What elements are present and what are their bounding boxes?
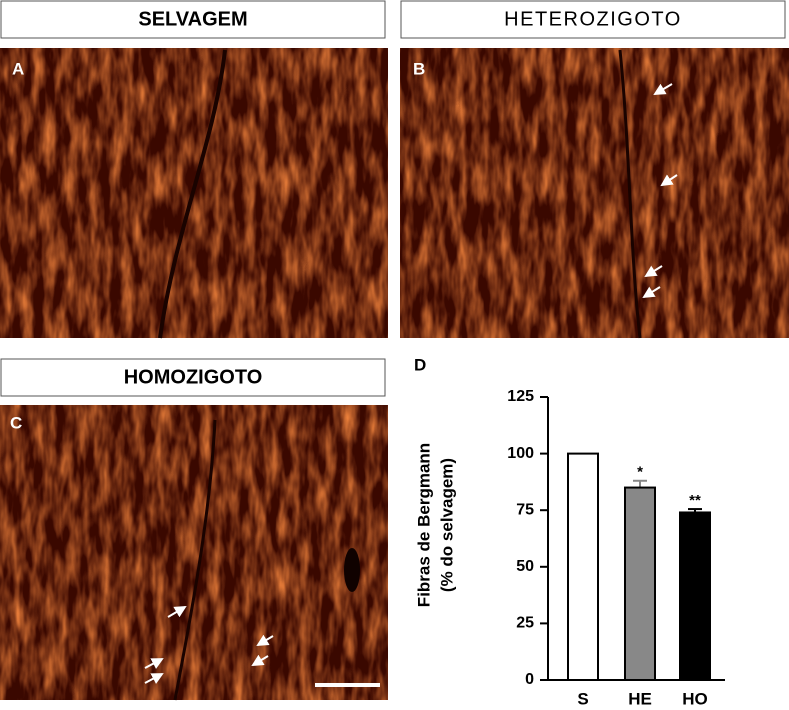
arrows	[144, 83, 678, 684]
bar	[567, 452, 599, 681]
bar	[624, 486, 656, 681]
significance: *	[637, 464, 643, 481]
micrograph	[0, 48, 388, 339]
x-tick-label: HE	[628, 689, 652, 708]
y-tick-label: 125	[507, 388, 534, 405]
y-tick-label: 75	[516, 501, 534, 518]
header-box	[0, 0, 386, 39]
y-tick-label: 100	[507, 445, 534, 462]
panel-letter: B	[413, 59, 425, 78]
panel-title: SELVAGEM	[138, 8, 247, 30]
x-tick-label: HO	[682, 689, 708, 708]
micrograph	[0, 405, 388, 701]
y-tick-label: 0	[525, 671, 534, 688]
header-box	[400, 0, 786, 39]
panel-title: HOMOZIGOTO	[124, 366, 263, 388]
bar	[679, 511, 711, 681]
y-axis-label: (% do selvagem)	[437, 458, 456, 592]
panel-letter: D	[414, 355, 426, 374]
y-tick-label: 50	[516, 558, 534, 575]
panel-title: HETEROZIGOTO	[504, 8, 682, 30]
micrograph	[400, 48, 789, 339]
header-box	[0, 358, 386, 397]
x-tick-label: S	[577, 689, 588, 708]
y-tick-label: 25	[516, 615, 534, 632]
significance: **	[689, 492, 701, 509]
panel-letter: C	[10, 413, 22, 432]
y-axis-label: Fibras de Bergmann	[414, 443, 433, 607]
panel-letter: A	[12, 59, 24, 78]
